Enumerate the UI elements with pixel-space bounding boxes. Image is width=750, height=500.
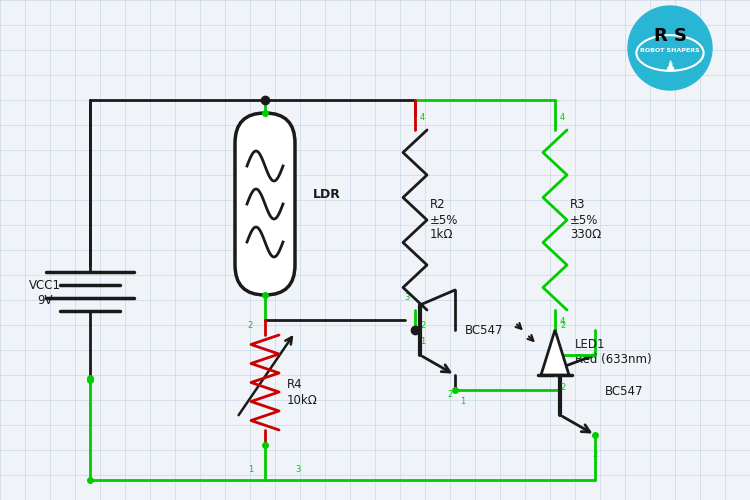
Text: R4
10kΩ: R4 10kΩ (287, 378, 318, 406)
Text: 3: 3 (405, 292, 410, 302)
Text: VCC1
9V: VCC1 9V (29, 279, 61, 307)
Text: ♟: ♟ (664, 60, 676, 72)
Text: 4: 4 (560, 318, 566, 326)
Text: BC547: BC547 (605, 385, 644, 398)
Text: LDR: LDR (313, 188, 340, 200)
Circle shape (628, 6, 712, 90)
Text: ROBOT SHAPERS: ROBOT SHAPERS (640, 48, 700, 52)
Text: 4: 4 (420, 114, 425, 122)
Text: 2: 2 (447, 390, 452, 399)
FancyBboxPatch shape (235, 113, 295, 295)
Text: 1: 1 (420, 338, 425, 346)
Text: 2: 2 (420, 320, 425, 330)
Text: R: R (653, 27, 667, 45)
Text: R2
±5%
1kΩ: R2 ±5% 1kΩ (430, 198, 458, 242)
Text: BC547: BC547 (465, 324, 503, 336)
Text: R3
±5%
330Ω: R3 ±5% 330Ω (570, 198, 602, 242)
Text: LED1
Red (633nm): LED1 Red (633nm) (575, 338, 652, 366)
Polygon shape (541, 330, 569, 375)
Text: 4: 4 (560, 114, 566, 122)
Text: 1: 1 (460, 398, 465, 406)
Text: 2: 2 (592, 450, 598, 459)
Text: 2: 2 (560, 320, 566, 330)
Text: S: S (674, 27, 686, 45)
Text: 3: 3 (547, 356, 552, 364)
Text: 2: 2 (248, 320, 253, 330)
Text: 2: 2 (560, 382, 566, 392)
Text: 1: 1 (248, 466, 253, 474)
Text: 3: 3 (295, 466, 300, 474)
